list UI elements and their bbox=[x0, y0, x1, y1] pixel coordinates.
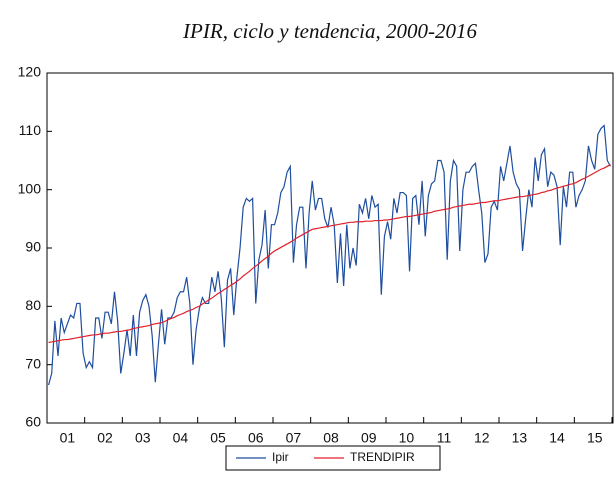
x-tick-label: 12 bbox=[474, 430, 490, 446]
y-tick-label: 90 bbox=[25, 239, 41, 255]
y-tick-label: 110 bbox=[19, 122, 42, 138]
y-tick-label: 80 bbox=[25, 297, 41, 313]
x-tick-label: 02 bbox=[97, 430, 113, 446]
x-tick-label: 06 bbox=[248, 430, 264, 446]
series-line bbox=[48, 164, 611, 344]
x-tick-label: 08 bbox=[323, 430, 339, 446]
legend-label: Ipir bbox=[272, 450, 289, 464]
x-tick-label: 11 bbox=[437, 430, 452, 446]
y-tick-label: 120 bbox=[18, 64, 42, 80]
x-tick-label: 03 bbox=[135, 430, 151, 446]
plot-frame bbox=[46, 72, 614, 424]
chart-title: IPIR, ciclo y tendencia, 2000-2016 bbox=[182, 19, 477, 43]
y-tick-label: 100 bbox=[18, 180, 42, 196]
x-tick-label: 14 bbox=[549, 430, 565, 446]
x-tick-label: 09 bbox=[361, 430, 377, 446]
x-tick-label: 13 bbox=[512, 430, 528, 446]
x-tick-label: 05 bbox=[210, 430, 226, 446]
x-tick-label: 15 bbox=[587, 430, 603, 446]
y-tick-label: 60 bbox=[25, 414, 41, 430]
legend-label: TRENDIPIR bbox=[350, 450, 415, 464]
x-tick-label: 10 bbox=[399, 430, 415, 446]
series-line bbox=[47, 124, 611, 386]
x-tick-label: 04 bbox=[173, 430, 189, 446]
y-tick-label: 70 bbox=[25, 355, 41, 371]
x-tick-label: 07 bbox=[286, 430, 302, 446]
x-tick-label: 01 bbox=[60, 430, 76, 446]
